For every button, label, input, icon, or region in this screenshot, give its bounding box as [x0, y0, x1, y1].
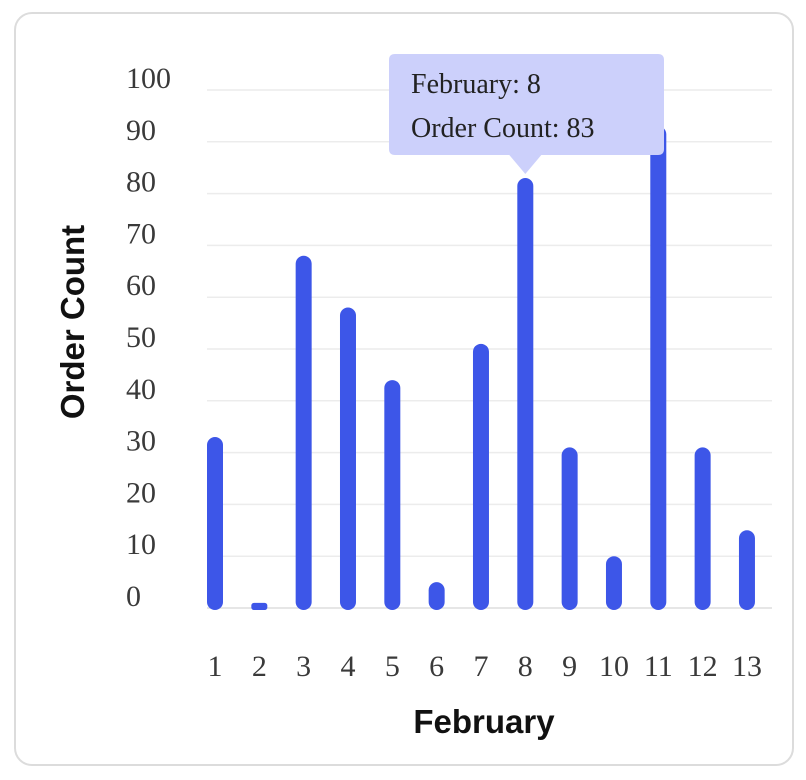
tooltip-line-2: Order Count: 83: [411, 113, 595, 144]
bar[interactable]: [384, 380, 401, 610]
x-tick-label: 9: [562, 650, 577, 683]
bar[interactable]: [428, 582, 445, 610]
bar[interactable]: [561, 447, 578, 610]
x-axis-title: February: [413, 703, 555, 740]
tooltip: February: 8 Order Count: 83: [389, 54, 664, 175]
bar[interactable]: [339, 307, 356, 610]
tooltip-background: [389, 54, 664, 175]
bars: [207, 126, 755, 610]
bar[interactable]: [295, 255, 312, 610]
y-tick-label: 10: [126, 528, 156, 561]
y-tick-label: 60: [126, 269, 156, 302]
bar[interactable]: [517, 178, 534, 610]
y-tick-label: 40: [126, 373, 156, 406]
x-tick-label: 10: [599, 650, 629, 683]
x-tick-label: 2: [252, 650, 267, 683]
y-axis-ticks: 0 10 20 30 40 50 60 70 80 90 100: [126, 62, 171, 613]
bar[interactable]: [738, 530, 755, 610]
bar[interactable]: [605, 556, 622, 610]
y-tick-label: 90: [126, 114, 156, 147]
x-tick-label: 3: [296, 650, 311, 683]
y-tick-label: 20: [126, 476, 156, 509]
x-tick-label: 13: [732, 650, 762, 683]
y-tick-label: 70: [126, 217, 156, 250]
y-axis-title: Order Count: [54, 225, 91, 419]
x-tick-label: 1: [208, 650, 223, 683]
x-tick-label: 7: [473, 650, 488, 683]
x-tick-label: 5: [385, 650, 400, 683]
bar[interactable]: [650, 126, 667, 610]
bar[interactable]: [694, 447, 711, 610]
bar[interactable]: [251, 602, 268, 610]
x-tick-label: 6: [429, 650, 444, 683]
y-tick-label: 0: [126, 580, 141, 613]
y-tick-label: 80: [126, 166, 156, 199]
bar[interactable]: [207, 437, 223, 610]
y-tick-label: 50: [126, 321, 156, 354]
gridlines: [207, 89, 772, 609]
x-axis-ticks: 1 2 3 4 5 6 7 8 9 10 11 12 13: [208, 650, 762, 683]
bar[interactable]: [472, 343, 489, 610]
x-tick-label: 4: [340, 650, 355, 683]
x-tick-label: 12: [688, 650, 718, 683]
tooltip-line-1: February: 8: [411, 69, 541, 100]
y-tick-label: 30: [126, 425, 156, 458]
y-tick-label: 100: [126, 62, 171, 95]
x-tick-label: 11: [644, 650, 673, 683]
x-tick-label: 8: [518, 650, 533, 683]
